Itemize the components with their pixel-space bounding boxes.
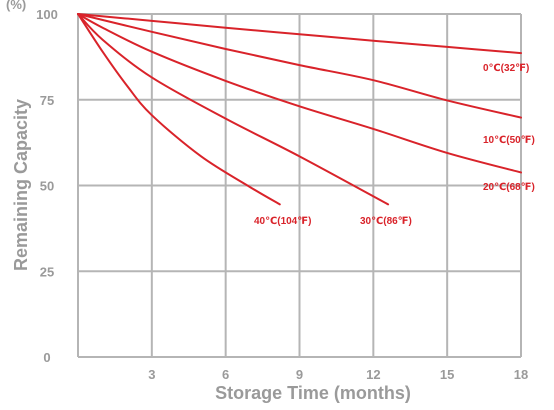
x-tick-label: 18 [514, 367, 528, 382]
y-tick-label: 75 [40, 93, 54, 108]
tick-labels: 3 6 9 12 15 18 0 25 50 75 100 [36, 7, 528, 382]
y-tick-label: 25 [40, 264, 54, 279]
series-label: 10℃(50℉) [483, 135, 535, 146]
y-tick-label: 100 [36, 7, 58, 22]
series-label: 30℃(86℉) [360, 216, 412, 227]
series-line [77, 13, 390, 206]
x-tick-label: 3 [148, 367, 155, 382]
y-axis-unit: (%) [6, 0, 26, 12]
x-tick-label: 9 [296, 367, 303, 382]
x-tick-label: 12 [366, 367, 380, 382]
series-lines [77, 13, 522, 206]
y-tick-label: 50 [40, 179, 54, 194]
series-line [77, 13, 522, 55]
y-axis-title: Remaining Capacity [11, 99, 31, 271]
series-line [77, 13, 281, 206]
series-line [77, 13, 522, 174]
series-label: 0℃(32℉) [483, 63, 529, 74]
series-label: 40℃(104℉) [254, 216, 311, 227]
series-label: 20℃(68℉) [483, 182, 535, 193]
series-labels: 0℃(32℉) 10℃(50℉) 20℃(68℉) 30℃(86℉) 40℃(104℉) [254, 63, 535, 227]
x-tick-label: 6 [222, 367, 229, 382]
x-tick-label: 15 [440, 367, 454, 382]
series-line [77, 13, 522, 119]
x-axis-title: Storage Time (months) [215, 383, 411, 403]
y-tick-label: 0 [43, 350, 50, 365]
